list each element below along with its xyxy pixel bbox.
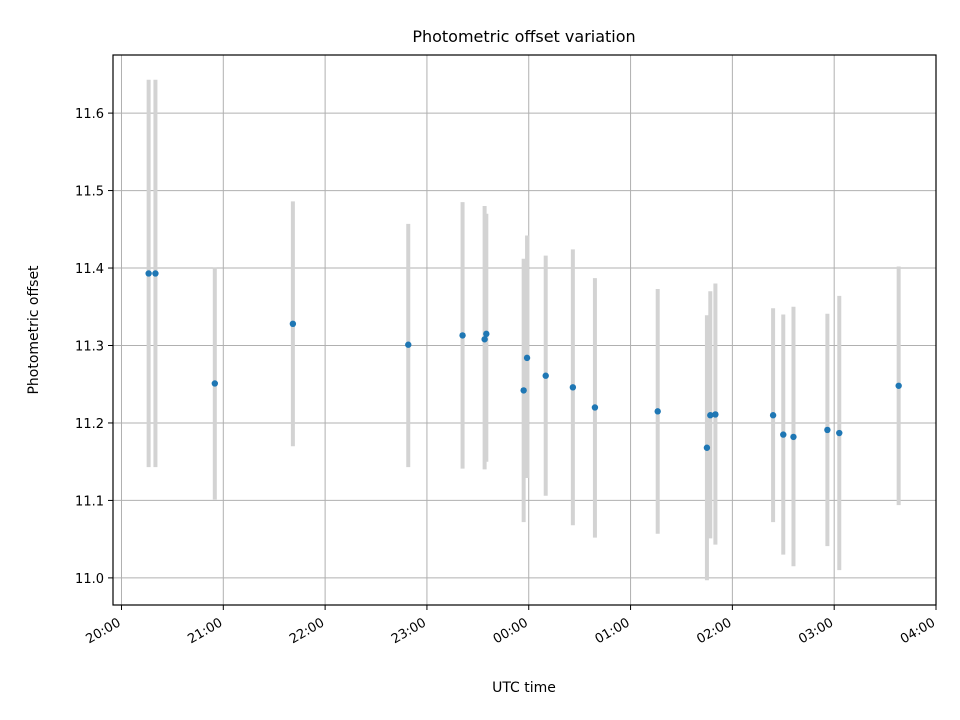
data-point xyxy=(459,332,466,339)
data-point xyxy=(520,387,527,394)
point-layer xyxy=(145,270,902,451)
y-tick-label: 11.5 xyxy=(75,185,104,200)
data-point xyxy=(211,380,219,387)
y-tick-label: 11.1 xyxy=(75,494,104,509)
data-point xyxy=(591,404,599,411)
data-point xyxy=(703,444,711,451)
y-axis-label: Photometric offset xyxy=(26,265,42,395)
data-point xyxy=(824,426,831,434)
data-point xyxy=(654,408,661,415)
y-tick-label: 11.3 xyxy=(75,339,104,354)
y-tick-label: 11.6 xyxy=(75,107,104,122)
y-axis-ticks: 11.0 11.1 11.2 11.3 11.4 11.5 11.6 xyxy=(75,107,113,587)
plot-frame xyxy=(112,54,937,606)
data-point xyxy=(836,429,843,437)
data-point xyxy=(523,354,531,362)
data-point xyxy=(481,336,488,343)
data-point xyxy=(542,372,549,379)
data-point xyxy=(569,384,577,391)
data-point xyxy=(769,412,777,419)
y-tick-label: 11.2 xyxy=(75,417,104,432)
y-tick-label: 11.0 xyxy=(75,572,104,587)
data-point xyxy=(712,411,719,418)
y-tick-label: 11.4 xyxy=(75,262,104,277)
data-point xyxy=(145,270,152,277)
data-point xyxy=(289,320,297,328)
data-point xyxy=(790,433,797,441)
data-point xyxy=(405,341,412,348)
x-axis-label: UTC time xyxy=(492,680,556,696)
data-point xyxy=(152,270,159,277)
chart-title: Photometric offset variation xyxy=(412,27,635,46)
data-point xyxy=(483,330,490,338)
data-point xyxy=(895,382,902,389)
data-point xyxy=(780,431,787,438)
data-point xyxy=(707,412,714,419)
